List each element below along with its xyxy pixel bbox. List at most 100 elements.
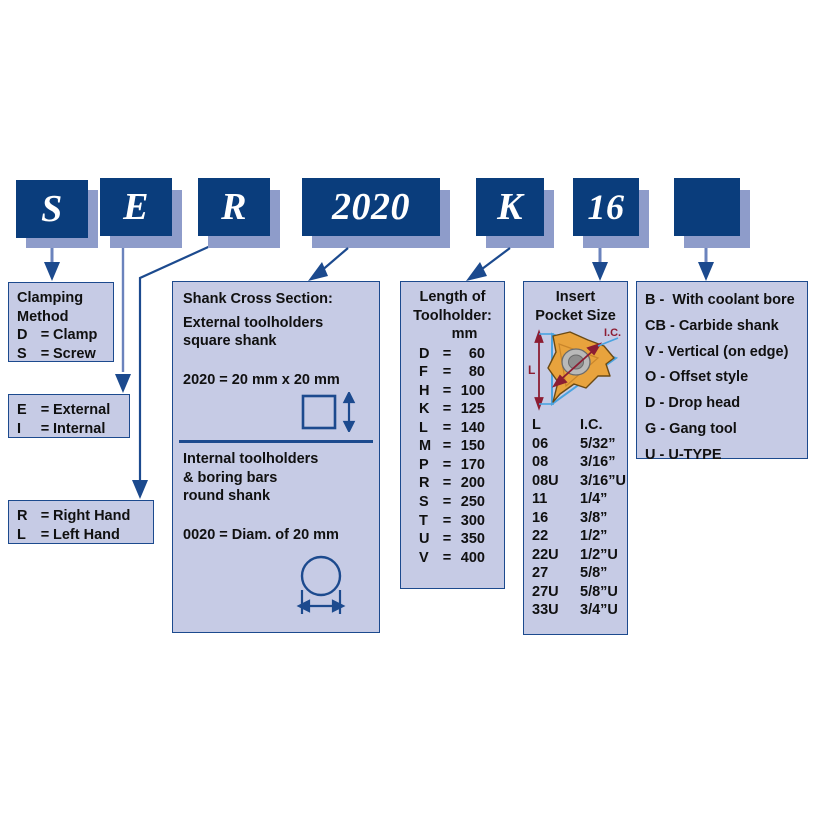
arrow-k-to-length (466, 247, 511, 281)
length-entry-s-key: S (419, 494, 429, 511)
ext-int-entry-e-key: E (17, 402, 27, 418)
arrow-2020-to-shank (308, 247, 349, 281)
code-block-length[interactable]: K (476, 178, 544, 236)
length-entry-k-key: K (419, 401, 430, 418)
length-entry-v-value: 400 (460, 549, 485, 566)
code-block-hand-label: R (221, 186, 247, 228)
length-entry-r-value: 200 (460, 475, 485, 492)
insert-row-22u: 22U 1/2”U (532, 546, 635, 565)
insert-row-33u-ic: 3/4”U (580, 602, 618, 619)
square-shank-icon (301, 392, 356, 432)
insert-row-22u-l: 22U (532, 546, 559, 563)
panel-external-internal: E = External I = Internal (8, 394, 130, 438)
insert-row-06-ic: 5/32” (580, 435, 616, 452)
length-entry-u-key: U (419, 531, 430, 548)
code-block-option[interactable] (674, 178, 740, 236)
length-entry-u-value: 350 (460, 531, 485, 548)
code-block-hand-orientation-label: E (123, 186, 149, 228)
arrow-r-to-hand (132, 480, 148, 499)
length-heading-line-2: Toolholder: (413, 307, 492, 324)
shank-internal-line-2: & boring bars (183, 469, 278, 486)
insert-row-06-l: 06 (532, 435, 549, 452)
ext-int-entry-i-key: I (17, 420, 22, 437)
length-entry-h-eq: = (442, 382, 452, 399)
round-shank-icon (296, 555, 346, 614)
code-block-clamping[interactable]: S (16, 180, 88, 238)
code-block-insert-pocket[interactable]: 16 (573, 178, 639, 236)
hand-entry-r: R = Right Hand (17, 507, 145, 526)
shank-internal-line-3: round shank (183, 488, 271, 505)
insert-row-22-ic: 1/2” (580, 528, 608, 545)
insert-row-16: 16 3/8” (532, 509, 635, 528)
length-entry-k-value: 125 (460, 401, 485, 418)
hand-entry-l-value: Left Hand (53, 526, 120, 543)
hand-entry-l-key: L (17, 526, 26, 543)
length-entry-v-eq: = (442, 549, 452, 566)
clamping-heading-line-1: Clamping (17, 290, 84, 306)
ext-int-entry-e: E = External (17, 401, 121, 420)
length-entry-f-key: F (419, 364, 428, 381)
length-entry-k-eq: = (442, 401, 452, 418)
clamping-entry-d-eq: = (40, 327, 50, 344)
length-entry-d-eq: = (442, 345, 452, 362)
insert-row-06: 06 5/32” (532, 435, 635, 454)
length-entry-d: D = 60 (419, 345, 504, 364)
option-entry-g: G - Gang tool (645, 420, 737, 437)
length-entry-t: T = 300 (419, 512, 504, 531)
length-entry-t-key: T (419, 512, 428, 529)
clamping-entry-s: S = Screw (17, 345, 105, 364)
length-entry-l-value: 140 (460, 419, 485, 436)
length-entry-s-eq: = (442, 494, 452, 511)
code-block-hand[interactable]: R (198, 178, 270, 236)
code-block-hand-orientation[interactable]: E (100, 178, 172, 236)
hand-entry-r-value: Right Hand (53, 508, 131, 524)
ext-int-entry-e-value: External (53, 402, 111, 418)
shank-external-line-1: External toolholders (183, 314, 324, 331)
insert-row-27-l: 27 (532, 565, 549, 582)
length-entry-u-eq: = (442, 531, 452, 548)
ext-int-entry-i-value: Internal (53, 420, 106, 437)
panel-clamping-method: Clamping Method D = Clamp S = Screw (8, 282, 114, 362)
panel-options: B - With coolant bore CB - Carbide shank… (636, 281, 808, 463)
insert-row-08u-ic: 3/16”U (580, 472, 626, 489)
hand-entry-l-eq: = (40, 526, 50, 543)
length-entry-p: P = 170 (419, 456, 504, 475)
insert-row-33u-l: 33U (532, 602, 559, 619)
code-block-insert-pocket-label: 16 (587, 187, 625, 227)
insert-row-11-l: 11 (532, 491, 548, 508)
code-block-length-label: K (497, 186, 523, 228)
insert-col-header-ic: I.C. (580, 417, 603, 433)
hand-entry-r-key: R (17, 508, 28, 524)
insert-row-27: 27 5/8” (532, 564, 635, 583)
length-entry-u: U = 350 (419, 530, 504, 549)
length-entry-m: M = 150 (419, 437, 504, 456)
insert-row-11-ic: 1/4” (580, 491, 608, 508)
length-entry-p-key: P (419, 456, 429, 473)
insert-row-27u-l: 27U (532, 583, 559, 600)
shank-internal-formula: 0020 = Diam. of 20 mm (183, 526, 339, 543)
insert-row-16-l: 16 (532, 509, 549, 526)
panel-shank-cross-section: Shank Cross Section: External toolholder… (172, 281, 380, 633)
clamping-entry-d: D = Clamp (17, 326, 105, 345)
panel-insert-pocket-size: Insert Pocket Size L (523, 281, 628, 635)
length-entry-t-eq: = (442, 512, 452, 529)
shank-heading: Shank Cross Section: (183, 291, 333, 307)
panel-hand: R = Right Hand L = Left Hand (8, 500, 154, 544)
threading-insert-icon: L I.C. (528, 327, 621, 411)
length-entry-p-eq: = (442, 456, 452, 473)
length-entry-d-key: D (419, 345, 430, 362)
length-entry-l: L = 140 (419, 419, 504, 438)
code-block-shank[interactable]: 2020 (302, 178, 440, 236)
option-entry-b: B - With coolant bore (645, 292, 795, 308)
length-entry-f-value: 80 (468, 364, 485, 381)
hand-entry-r-eq: = (40, 508, 50, 524)
insert-row-27-ic: 5/8” (580, 565, 608, 582)
arrow-e-to-external-internal (115, 374, 131, 393)
clamping-heading-line-2: Method (17, 308, 69, 325)
length-entry-s: S = 250 (419, 493, 504, 512)
arrow-s-to-clamping (44, 248, 60, 281)
clamping-entry-s-key: S (17, 345, 27, 362)
length-entry-f-eq: = (442, 364, 452, 381)
code-block-shank-label: 2020 (332, 186, 410, 228)
